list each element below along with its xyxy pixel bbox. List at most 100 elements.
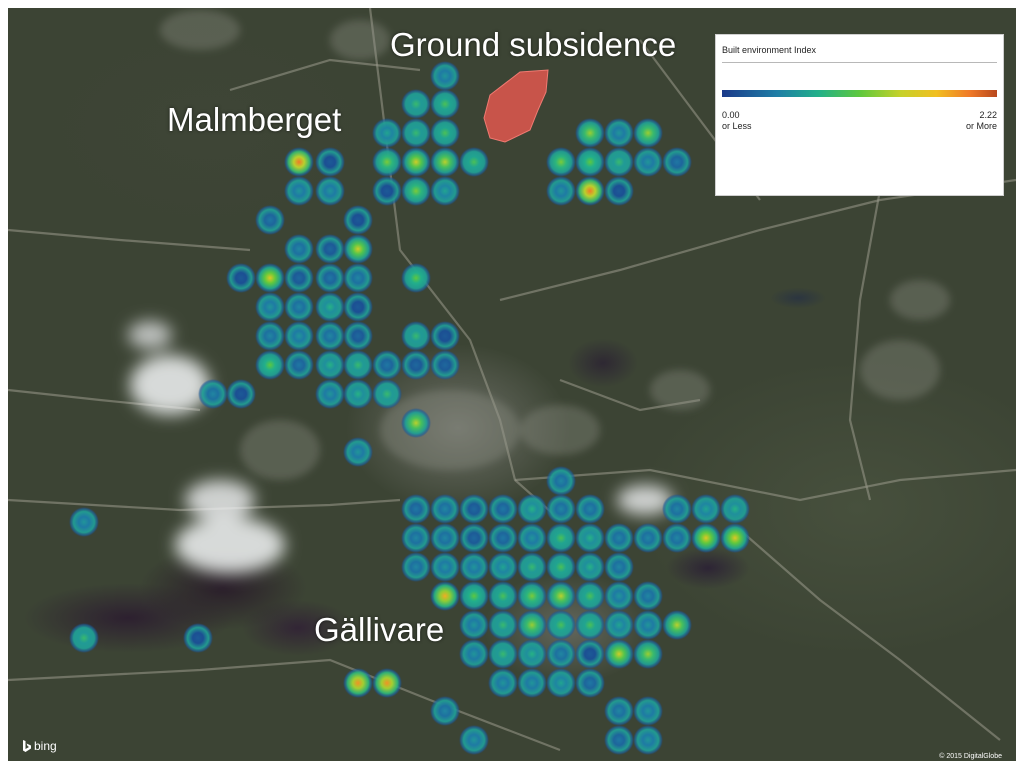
heatmap-cell[interactable]: [662, 610, 692, 640]
heatmap-cell[interactable]: [575, 581, 605, 611]
heatmap-cell[interactable]: [430, 494, 460, 524]
heatmap-cell[interactable]: [255, 350, 285, 380]
heatmap-cell[interactable]: [633, 639, 663, 669]
heatmap-cell[interactable]: [488, 639, 518, 669]
heatmap-cell[interactable]: [459, 147, 489, 177]
heatmap-cell[interactable]: [183, 623, 213, 653]
heatmap-cell[interactable]: [720, 494, 750, 524]
heatmap-cell[interactable]: [430, 581, 460, 611]
heatmap-cell[interactable]: [343, 379, 373, 409]
heatmap-cell[interactable]: [691, 523, 721, 553]
heatmap-cell[interactable]: [546, 610, 576, 640]
heatmap-cell[interactable]: [430, 147, 460, 177]
heatmap-cell[interactable]: [517, 581, 547, 611]
heatmap-cell[interactable]: [662, 494, 692, 524]
heatmap-cell[interactable]: [401, 408, 431, 438]
heatmap-cell[interactable]: [459, 494, 489, 524]
heatmap-cell[interactable]: [315, 176, 345, 206]
heatmap-cell[interactable]: [255, 321, 285, 351]
heatmap-cell[interactable]: [401, 89, 431, 119]
heatmap-cell[interactable]: [662, 147, 692, 177]
map-view[interactable]: Ground subsidence Malmberget Gällivare B…: [8, 8, 1016, 761]
heatmap-cell[interactable]: [604, 610, 634, 640]
heatmap-cell[interactable]: [284, 292, 314, 322]
heatmap-cell[interactable]: [604, 176, 634, 206]
heatmap-cell[interactable]: [546, 494, 576, 524]
heatmap-cell[interactable]: [430, 61, 460, 91]
map-canvas[interactable]: [8, 8, 1016, 761]
heatmap-cell[interactable]: [488, 581, 518, 611]
heatmap-cell[interactable]: [488, 523, 518, 553]
heatmap-cell[interactable]: [575, 494, 605, 524]
heatmap-cell[interactable]: [604, 696, 634, 726]
heatmap-cell[interactable]: [255, 263, 285, 293]
heatmap-cell[interactable]: [604, 523, 634, 553]
heatmap-cell[interactable]: [401, 147, 431, 177]
heatmap-cell[interactable]: [546, 552, 576, 582]
heatmap-cell[interactable]: [255, 292, 285, 322]
heatmap-cell[interactable]: [343, 292, 373, 322]
heatmap-cell[interactable]: [633, 581, 663, 611]
heatmap-cell[interactable]: [488, 668, 518, 698]
heatmap-cell[interactable]: [343, 350, 373, 380]
heatmap-cell[interactable]: [315, 147, 345, 177]
heatmap-cell[interactable]: [459, 552, 489, 582]
ground-subsidence-area[interactable]: [483, 69, 549, 143]
heatmap-cell[interactable]: [430, 176, 460, 206]
heatmap-cell[interactable]: [517, 494, 547, 524]
heatmap-cell[interactable]: [546, 466, 576, 496]
heatmap-cell[interactable]: [284, 263, 314, 293]
heatmap-cell[interactable]: [315, 350, 345, 380]
heatmap-cell[interactable]: [517, 610, 547, 640]
heatmap-cell[interactable]: [372, 379, 402, 409]
heatmap-cell[interactable]: [575, 176, 605, 206]
heatmap-cell[interactable]: [69, 507, 99, 537]
heatmap-cell[interactable]: [546, 639, 576, 669]
heatmap-cell[interactable]: [604, 147, 634, 177]
heatmap-cell[interactable]: [604, 552, 634, 582]
heatmap-cell[interactable]: [372, 118, 402, 148]
heatmap-cell[interactable]: [720, 523, 750, 553]
heatmap-cell[interactable]: [575, 147, 605, 177]
heatmap-cell[interactable]: [372, 147, 402, 177]
heatmap-cell[interactable]: [343, 321, 373, 351]
heatmap-cell[interactable]: [575, 639, 605, 669]
heatmap-cell[interactable]: [633, 523, 663, 553]
heatmap-cell[interactable]: [488, 610, 518, 640]
heatmap-cell[interactable]: [401, 118, 431, 148]
heatmap-cell[interactable]: [401, 263, 431, 293]
heatmap-cell[interactable]: [284, 176, 314, 206]
heatmap-cell[interactable]: [575, 118, 605, 148]
heatmap-cell[interactable]: [430, 552, 460, 582]
heatmap-cell[interactable]: [459, 581, 489, 611]
heatmap-cell[interactable]: [284, 350, 314, 380]
heatmap-cell[interactable]: [517, 668, 547, 698]
heatmap-cell[interactable]: [226, 379, 256, 409]
heatmap-cell[interactable]: [459, 725, 489, 755]
heatmap-cell[interactable]: [315, 234, 345, 264]
heatmap-cell[interactable]: [546, 668, 576, 698]
heatmap-cell[interactable]: [633, 725, 663, 755]
heatmap-cell[interactable]: [343, 668, 373, 698]
heatmap-cell[interactable]: [198, 379, 228, 409]
heatmap-cell[interactable]: [430, 321, 460, 351]
heatmap-cell[interactable]: [284, 147, 314, 177]
heatmap-cell[interactable]: [315, 321, 345, 351]
heatmap-cell[interactable]: [633, 610, 663, 640]
heatmap-cell[interactable]: [430, 523, 460, 553]
heatmap-cell[interactable]: [604, 581, 634, 611]
heatmap-cell[interactable]: [488, 494, 518, 524]
heatmap-cell[interactable]: [604, 118, 634, 148]
heatmap-cell[interactable]: [372, 668, 402, 698]
heatmap-cell[interactable]: [401, 321, 431, 351]
heatmap-cell[interactable]: [488, 552, 518, 582]
heatmap-cell[interactable]: [604, 639, 634, 669]
heatmap-cell[interactable]: [517, 552, 547, 582]
heatmap-cell[interactable]: [546, 523, 576, 553]
heatmap-cell[interactable]: [517, 639, 547, 669]
heatmap-cell[interactable]: [546, 176, 576, 206]
heatmap-cell[interactable]: [633, 118, 663, 148]
heatmap-cell[interactable]: [401, 523, 431, 553]
heatmap-cell[interactable]: [430, 350, 460, 380]
heatmap-cell[interactable]: [401, 552, 431, 582]
